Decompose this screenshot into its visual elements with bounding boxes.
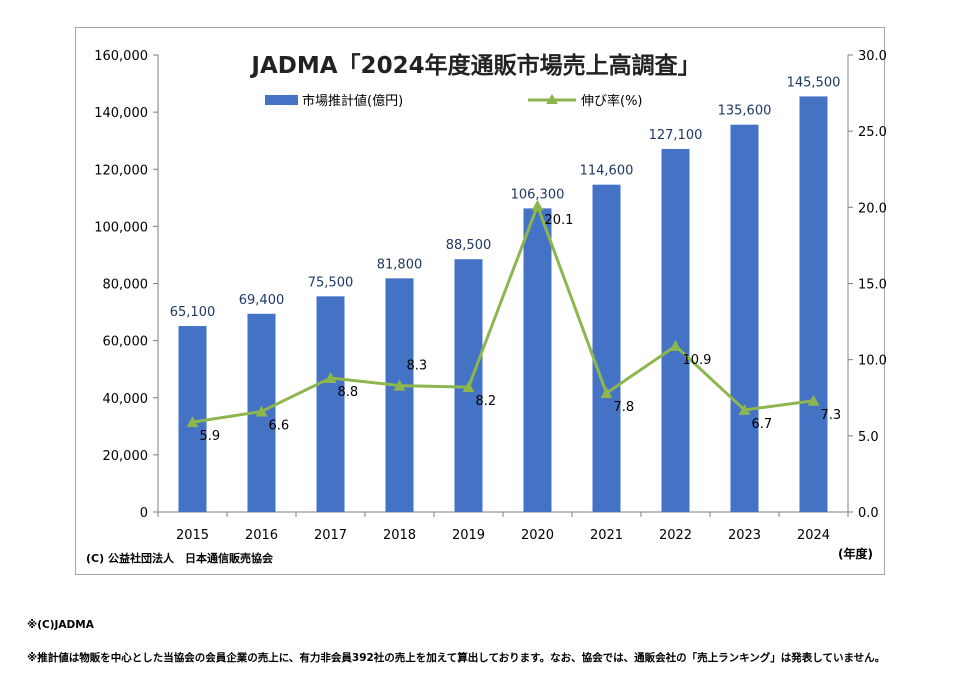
y-left-tick-label: 0 [140,506,148,521]
x-tick-label: 2019 [452,528,485,543]
bar [661,148,690,512]
bars-group [178,96,828,513]
y-left-tick-label: 120,000 [94,163,148,178]
bar [592,184,621,512]
growth-marker [669,339,682,351]
legend-line-marker [546,94,558,104]
x-tick-label: 2022 [659,528,692,543]
copyright-note: ※(C)JADMA [27,619,94,631]
growth-marker [807,394,820,406]
y-left-tick-label: 60,000 [103,335,149,350]
bar [385,278,414,512]
bar [523,208,552,513]
bar-value-label: 135,600 [718,104,772,119]
bar [799,96,828,513]
y-right-tick-label: 10.0 [858,354,886,369]
bar-value-label: 106,300 [511,187,565,202]
growth-line [192,204,814,424]
growth-value-label: 8.2 [476,394,497,409]
legend-line-label: 伸び率(%) [581,93,643,109]
y-right-tick-label: 5.0 [858,430,879,445]
bar-value-label: 75,500 [308,275,354,290]
bar-value-label: 69,400 [239,293,285,308]
x-tick-label: 2021 [590,528,623,543]
y-right-tick-label: 30.0 [858,49,886,64]
x-unit-label: (年度) [838,546,873,561]
line-group [186,199,820,428]
axes-group: 0 20,000 40,000 60,000 80,000 100,000 120,000 1… [94,49,886,543]
bar-value-label: 88,500 [446,238,492,253]
growth-value-label: 7.3 [821,408,842,423]
bar-value-label: 127,100 [649,128,703,143]
y-right-tick-label: 0.0 [858,506,879,521]
growth-value-label: 5.9 [200,429,221,444]
x-tick-label: 2024 [797,528,830,543]
chart-title: JADMA「2024年度通販市場売上高調査」 [249,52,700,79]
y-left-tick-label: 80,000 [103,278,149,293]
method-note: ※推計値は物販を中心とした当協会の会員企業の売上に、有力非会員392社の売上を加… [27,652,886,664]
bar-value-label: 114,600 [580,164,634,179]
bar-value-label: 81,800 [377,257,423,272]
chart: 0 20,000 40,000 60,000 80,000 100,000 120,000 1… [86,49,886,565]
y-left-tick-label: 20,000 [103,449,149,464]
growth-value-label: 6.7 [752,417,773,432]
x-tick-label: 2020 [521,528,554,543]
growth-marker [462,381,475,393]
growth-marker [186,416,199,428]
bar [316,296,345,512]
x-tick-label: 2016 [245,528,278,543]
x-tick-label: 2017 [314,528,347,543]
legend-bar-label: 市場推計値(億円) [302,93,403,109]
bar-value-label: 145,500 [787,75,841,90]
growth-marker [255,405,268,417]
chart-frame: 0 20,000 40,000 60,000 80,000 100,000 120,000 1… [75,27,886,575]
source-label: (C) 公益社団法人 日本通信販売協会 [86,551,274,565]
y-left-tick-label: 100,000 [94,220,148,235]
growth-marker [600,387,613,399]
growth-value-label: 10.9 [683,353,712,368]
growth-value-label: 8.3 [407,359,428,374]
y-right-tick-label: 20.0 [858,201,886,216]
x-tick-label: 2018 [383,528,416,543]
bar-value-label: 65,100 [170,305,216,320]
y-left-tick-label: 140,000 [94,106,148,121]
y-right-tick-label: 25.0 [858,125,886,140]
legend: 市場推計値(億円) 伸び率(%) [265,93,643,109]
growth-marker [393,379,406,391]
growth-value-label: 20.1 [545,213,574,228]
x-tick-label: 2023 [728,528,761,543]
bar [730,124,759,512]
growth-value-label: 8.8 [338,385,359,400]
growth-marker [531,199,544,211]
growth-value-label: 6.6 [269,418,290,433]
y-left-tick-label: 40,000 [103,392,149,407]
labels-group: 65,100 69,400 75,500 81,800 88,500 106,300 114… [170,75,841,444]
growth-value-label: 7.8 [614,400,635,415]
y-left-tick-label: 160,000 [94,49,148,64]
y-right-tick-label: 15.0 [858,278,886,293]
growth-marker [738,403,751,415]
x-tick-label: 2015 [176,528,209,543]
legend-bar-swatch [265,95,298,105]
growth-marker [324,371,337,383]
